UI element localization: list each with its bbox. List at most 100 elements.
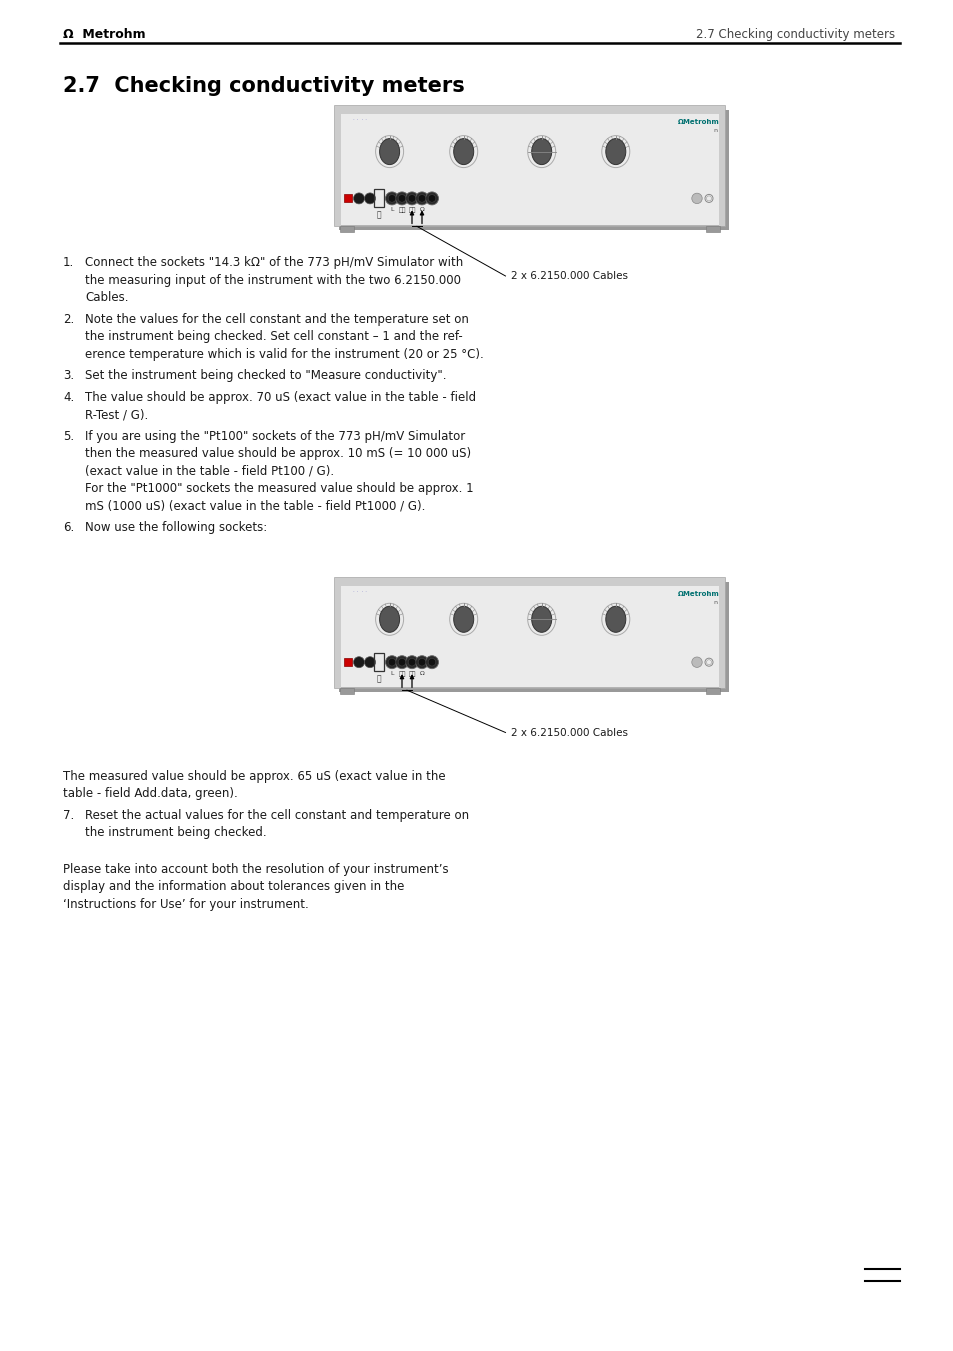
- Text: ⏛⏛: ⏛⏛: [397, 208, 405, 213]
- Text: ‘Instructions for Use’ for your instrument.: ‘Instructions for Use’ for your instrume…: [63, 897, 309, 911]
- Text: Connect the sockets "14.3 kΩ" of the 773 pH/mV Simulator with: Connect the sockets "14.3 kΩ" of the 773…: [85, 255, 463, 269]
- Bar: [335, 577, 340, 688]
- Text: 5.: 5.: [63, 430, 74, 443]
- Circle shape: [704, 195, 712, 203]
- Bar: [344, 658, 352, 666]
- Text: mS (1000 uS) (exact value in the table - field Pt1000 / G).: mS (1000 uS) (exact value in the table -…: [85, 500, 425, 512]
- Bar: [719, 577, 724, 688]
- Text: Ω: Ω: [419, 208, 424, 212]
- Text: (exact value in the table - field Pt100 / G).: (exact value in the table - field Pt100 …: [85, 465, 334, 477]
- Circle shape: [364, 657, 375, 667]
- Text: Now use the following sockets:: Now use the following sockets:: [85, 521, 267, 534]
- Circle shape: [354, 657, 364, 667]
- Bar: [705, 226, 720, 232]
- Text: The measured value should be approx. 65 uS (exact value in the: The measured value should be approx. 65 …: [63, 770, 445, 782]
- Text: L: L: [390, 671, 394, 677]
- Circle shape: [408, 658, 416, 666]
- Text: ⏛⏛: ⏛⏛: [408, 208, 416, 213]
- Circle shape: [388, 195, 395, 203]
- Text: ⏛⏛: ⏛⏛: [408, 671, 416, 677]
- Text: For the "Pt1000" sockets the measured value should be approx. 1: For the "Pt1000" sockets the measured va…: [85, 482, 473, 494]
- Ellipse shape: [454, 139, 474, 165]
- Circle shape: [364, 193, 375, 204]
- Ellipse shape: [379, 607, 399, 632]
- Text: n: n: [712, 600, 717, 604]
- Text: table - field Add.data, green).: table - field Add.data, green).: [63, 788, 237, 800]
- Text: 2.7  Checking conductivity meters: 2.7 Checking conductivity meters: [63, 76, 464, 96]
- FancyBboxPatch shape: [338, 109, 728, 230]
- Circle shape: [417, 658, 425, 666]
- Bar: [335, 105, 340, 226]
- Bar: [344, 195, 352, 203]
- Circle shape: [417, 195, 425, 203]
- Ellipse shape: [531, 607, 551, 632]
- Circle shape: [354, 193, 364, 204]
- Circle shape: [416, 192, 428, 205]
- Text: R-Test / G).: R-Test / G).: [85, 408, 148, 422]
- Circle shape: [397, 195, 405, 203]
- Bar: [335, 105, 724, 113]
- FancyBboxPatch shape: [335, 105, 724, 226]
- Text: L: L: [390, 208, 394, 212]
- Text: Ω: Ω: [419, 671, 424, 677]
- Circle shape: [405, 192, 418, 205]
- Circle shape: [405, 655, 418, 669]
- Text: ⏚: ⏚: [376, 674, 381, 684]
- Circle shape: [395, 192, 408, 205]
- Bar: [374, 189, 384, 208]
- Text: 4.: 4.: [63, 390, 74, 404]
- Text: If you are using the "Pt100" sockets of the 773 pH/mV Simulator: If you are using the "Pt100" sockets of …: [85, 430, 465, 443]
- Circle shape: [395, 655, 408, 669]
- Circle shape: [385, 655, 398, 669]
- Circle shape: [428, 658, 436, 666]
- Ellipse shape: [605, 139, 625, 165]
- Text: Reset the actual values for the cell constant and temperature on: Reset the actual values for the cell con…: [85, 808, 469, 821]
- Text: ⏚: ⏚: [376, 211, 381, 219]
- Text: 6.: 6.: [63, 521, 74, 534]
- Text: Set the instrument being checked to "Measure conductivity".: Set the instrument being checked to "Mea…: [85, 369, 446, 382]
- Text: display and the information about tolerances given in the: display and the information about tolera…: [63, 880, 404, 893]
- Text: then the measured value should be approx. 10 mS (= 10 000 uS): then the measured value should be approx…: [85, 447, 471, 459]
- Circle shape: [691, 193, 701, 204]
- Text: the instrument being checked. Set cell constant – 1 and the ref-: the instrument being checked. Set cell c…: [85, 330, 462, 343]
- Bar: [339, 226, 354, 232]
- Text: 2.: 2.: [63, 312, 74, 326]
- Text: erence temperature which is valid for the instrument (20 or 25 °C).: erence temperature which is valid for th…: [85, 347, 483, 361]
- FancyBboxPatch shape: [335, 577, 724, 688]
- FancyBboxPatch shape: [338, 581, 728, 692]
- Text: ΩMetrohm: ΩMetrohm: [678, 590, 720, 597]
- Bar: [705, 688, 720, 693]
- Circle shape: [416, 655, 428, 669]
- Circle shape: [428, 195, 436, 203]
- Text: Cables.: Cables.: [85, 290, 129, 304]
- Circle shape: [385, 192, 398, 205]
- Text: the instrument being checked.: the instrument being checked.: [85, 825, 266, 839]
- Ellipse shape: [454, 607, 474, 632]
- Text: n: n: [712, 128, 717, 132]
- Text: ⏛⏛: ⏛⏛: [397, 671, 405, 677]
- Circle shape: [408, 195, 416, 203]
- Ellipse shape: [531, 139, 551, 165]
- Bar: [335, 577, 724, 585]
- Ellipse shape: [605, 607, 625, 632]
- Text: 2 x 6.2150.000 Cables: 2 x 6.2150.000 Cables: [510, 272, 627, 281]
- Bar: [719, 105, 724, 226]
- Text: . .  . .: . . . .: [353, 116, 367, 122]
- Text: 2 x 6.2150.000 Cables: 2 x 6.2150.000 Cables: [510, 727, 627, 738]
- Bar: [374, 653, 384, 671]
- Circle shape: [706, 196, 711, 201]
- Circle shape: [425, 655, 438, 669]
- Circle shape: [704, 658, 712, 666]
- Circle shape: [388, 658, 395, 666]
- Text: ΩMetrohm: ΩMetrohm: [678, 119, 720, 126]
- Circle shape: [425, 192, 438, 205]
- Ellipse shape: [379, 139, 399, 165]
- Bar: [339, 688, 354, 693]
- Text: 1.: 1.: [63, 255, 74, 269]
- Text: the measuring input of the instrument with the two 6.2150.000: the measuring input of the instrument wi…: [85, 273, 460, 286]
- Circle shape: [706, 659, 711, 665]
- Circle shape: [691, 657, 701, 667]
- Text: The value should be approx. 70 uS (exact value in the table - field: The value should be approx. 70 uS (exact…: [85, 390, 476, 404]
- Text: 7.: 7.: [63, 808, 74, 821]
- Text: Note the values for the cell constant and the temperature set on: Note the values for the cell constant an…: [85, 312, 468, 326]
